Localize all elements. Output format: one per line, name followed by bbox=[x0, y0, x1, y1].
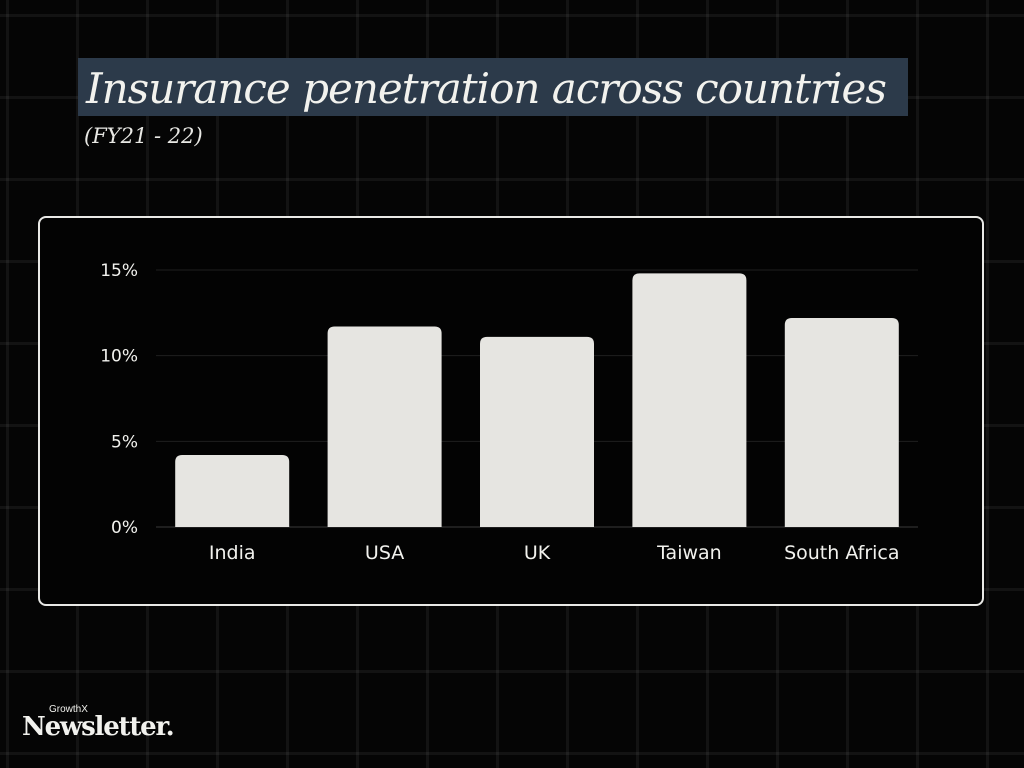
title-highlight bbox=[78, 58, 908, 116]
chart-panel: 0% 5% 10% 15% India USA UK Taiwan South Africa bbox=[38, 216, 984, 606]
x-tick-label: Taiwan bbox=[656, 542, 722, 564]
bar-chart: 0% 5% 10% 15% India USA UK Taiwan South Africa bbox=[100, 261, 918, 564]
x-tick-label: India bbox=[209, 542, 256, 564]
x-tick-label: UK bbox=[524, 542, 551, 564]
brand-logo: GrowthX Newsletter. bbox=[22, 704, 192, 752]
y-tick-label: 5% bbox=[111, 432, 138, 452]
page-title: Insurance penetration across countries bbox=[86, 64, 887, 113]
brand-top-text: GrowthX bbox=[49, 704, 88, 715]
brand-main-text: Newsletter. bbox=[22, 712, 175, 742]
bar-usa bbox=[327, 326, 442, 527]
y-tick-label: 15% bbox=[100, 261, 138, 281]
page-subtitle: (FY21 - 22) bbox=[84, 124, 203, 148]
bar-south-africa bbox=[784, 317, 899, 527]
y-tick-label: 0% bbox=[111, 518, 138, 538]
x-tick-label: USA bbox=[365, 542, 404, 564]
bar-uk bbox=[480, 336, 594, 527]
x-tick-label: South Africa bbox=[784, 542, 899, 564]
bar-taiwan bbox=[632, 273, 747, 527]
bar-india bbox=[175, 455, 290, 527]
y-tick-label: 10% bbox=[100, 347, 138, 367]
